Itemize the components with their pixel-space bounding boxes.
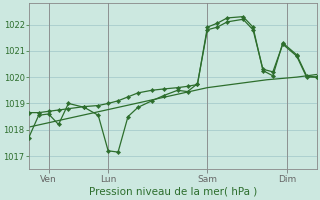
X-axis label: Pression niveau de la mer( hPa ): Pression niveau de la mer( hPa )	[89, 187, 257, 197]
